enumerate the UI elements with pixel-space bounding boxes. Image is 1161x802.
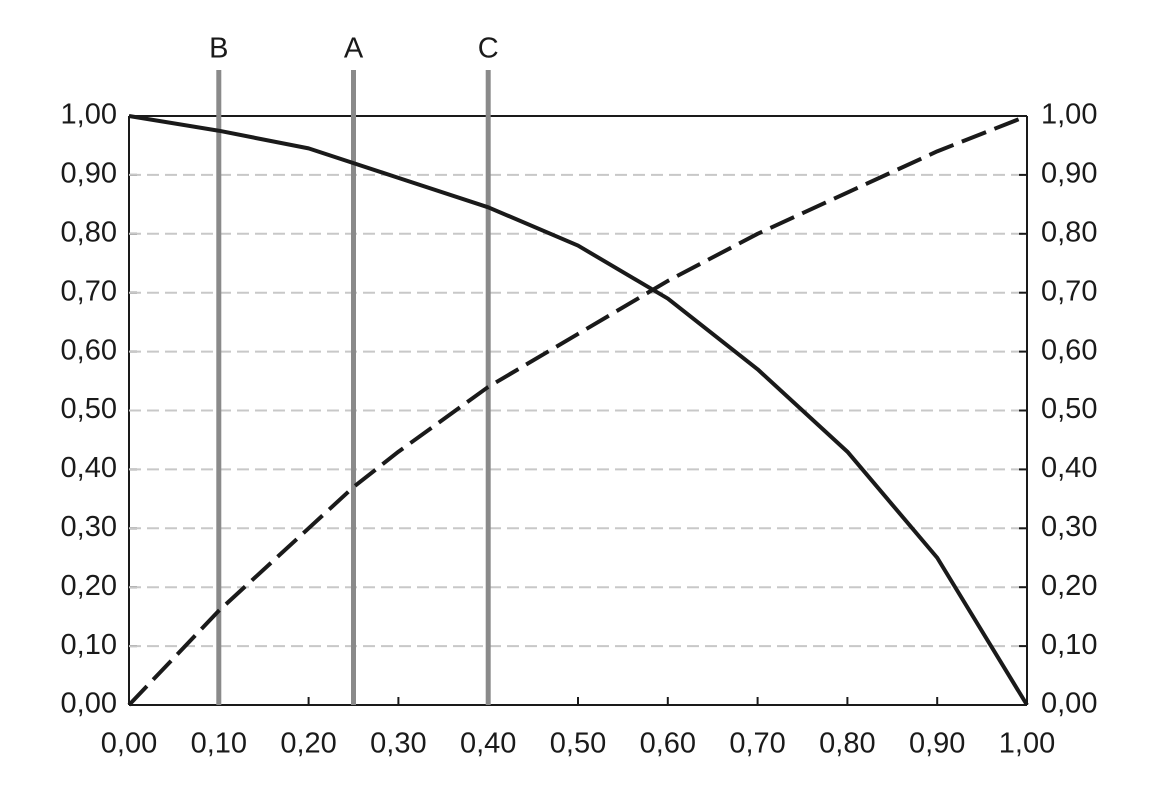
y-tick-label: 0,40 bbox=[61, 452, 117, 484]
y-tick-label: 1,00 bbox=[61, 99, 117, 131]
y2-tick-label: 0,50 bbox=[1041, 393, 1097, 425]
x-tick-label: 0,70 bbox=[729, 728, 785, 760]
y-tick-label: 0,00 bbox=[61, 688, 117, 720]
y-tick-label: 0,90 bbox=[61, 158, 117, 190]
x-tick-label: 0,00 bbox=[101, 728, 157, 760]
marker-label: A bbox=[344, 33, 364, 65]
y2-tick-label: 0,60 bbox=[1041, 334, 1097, 366]
y2-tick-label: 0,90 bbox=[1041, 158, 1097, 190]
marker-label: B bbox=[209, 33, 228, 65]
x-tick-label: 0,40 bbox=[460, 728, 516, 760]
y2-tick-label: 1,00 bbox=[1041, 99, 1097, 131]
x-tick-label: 1,00 bbox=[999, 728, 1055, 760]
y-tick-label: 0,30 bbox=[61, 511, 117, 543]
x-tick-label: 0,30 bbox=[370, 728, 426, 760]
y2-tick-label: 0,40 bbox=[1041, 452, 1097, 484]
y-tick-label: 0,20 bbox=[61, 570, 117, 602]
x-tick-label: 0,90 bbox=[909, 728, 965, 760]
series-line bbox=[128, 114, 1029, 707]
x-tick-label: 0,80 bbox=[819, 728, 875, 760]
y-tick-label: 0,10 bbox=[61, 629, 117, 661]
y-tick-label: 0,70 bbox=[61, 275, 117, 307]
x-tick-label: 0,50 bbox=[550, 728, 606, 760]
series-line bbox=[127, 114, 1028, 707]
y-tick-label: 0,80 bbox=[61, 216, 117, 248]
x-tick-label: 0,60 bbox=[640, 728, 696, 760]
y-tick-label: 0,60 bbox=[61, 334, 117, 366]
y2-tick-label: 0,30 bbox=[1041, 511, 1097, 543]
y2-tick-label: 0,20 bbox=[1041, 570, 1097, 602]
y-tick-label: 0,50 bbox=[61, 393, 117, 425]
marker-label: C bbox=[478, 33, 499, 65]
y2-tick-label: 0,10 bbox=[1041, 629, 1097, 661]
y2-tick-label: 0,80 bbox=[1041, 216, 1097, 248]
y2-tick-label: 0,70 bbox=[1041, 275, 1097, 307]
y2-tick-label: 0,00 bbox=[1041, 688, 1097, 720]
x-tick-label: 0,10 bbox=[191, 728, 247, 760]
x-tick-label: 0,20 bbox=[280, 728, 336, 760]
